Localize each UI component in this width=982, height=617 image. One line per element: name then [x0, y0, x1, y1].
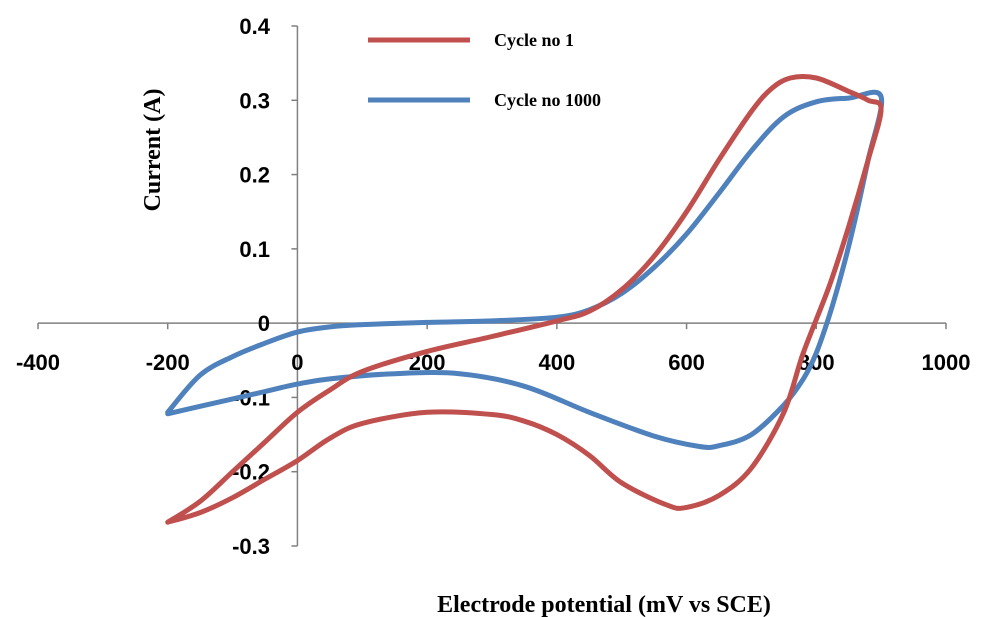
x-axis-title: Electrode potential (mV vs SCE) — [437, 592, 771, 617]
y-tick-label: 0.4 — [239, 14, 270, 39]
x-tick-label: -200 — [146, 350, 190, 375]
legend-label: Cycle no 1000 — [494, 90, 601, 110]
y-tick-label: 0.2 — [239, 163, 270, 188]
legend-label: Cycle no 1 — [494, 30, 574, 50]
series-line-cycle-1000 — [168, 92, 882, 447]
x-tick-label: 600 — [668, 350, 705, 375]
y-tick-label: -0.3 — [232, 534, 270, 559]
y-tick-label: 0.3 — [239, 88, 270, 113]
legend: Cycle no 1 Cycle no 1000 — [368, 30, 601, 110]
y-tick-label: 0.1 — [239, 237, 270, 262]
y-axis-title: Current (A) — [140, 89, 166, 212]
series-line-cycle-1 — [168, 76, 881, 522]
x-tick-label: 1000 — [922, 350, 971, 375]
series-lines — [168, 76, 882, 522]
x-tick-label: -400 — [16, 350, 60, 375]
x-tick-label: 0 — [291, 350, 303, 375]
y-tick-label: 0 — [258, 311, 270, 336]
x-tick-label: 400 — [538, 350, 575, 375]
